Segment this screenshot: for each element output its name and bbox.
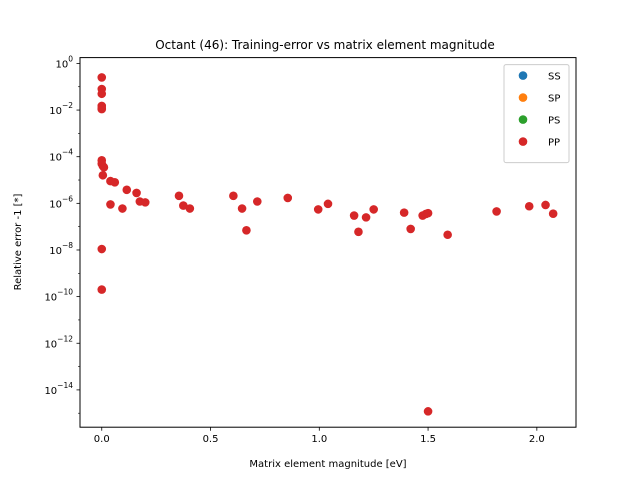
- data-point-pp: [492, 207, 501, 216]
- y-tick-label: 10−8: [49, 241, 73, 257]
- data-point-pp: [98, 170, 108, 180]
- data-point-pp: [122, 185, 132, 195]
- data-point-pp: [132, 188, 141, 198]
- chart-title: Octant (46): Training-error vs matrix el…: [155, 38, 495, 52]
- y-axis: 100 10−2 10−4 10−6 10−8 10−10 10−12 10−14: [44, 54, 80, 414]
- data-point-pp: [229, 191, 238, 201]
- data-point-pp: [97, 73, 107, 82]
- data-point-pp: [283, 193, 293, 203]
- data-point-pp: [99, 163, 109, 172]
- plot-area: [97, 73, 558, 416]
- y-tick-label: 10−10: [44, 288, 73, 304]
- data-point-pp: [185, 204, 195, 213]
- data-point-pp: [179, 201, 188, 210]
- x-tick-label: 2.0: [529, 434, 545, 445]
- legend-marker-sp: [518, 93, 528, 102]
- data-point-pp: [252, 197, 262, 206]
- y-tick-label: 10−4: [49, 148, 73, 164]
- y-tick-label: 10−14: [44, 381, 73, 397]
- data-point-pp: [369, 205, 378, 214]
- legend-label-ps: PS: [548, 116, 560, 127]
- data-point-pp: [349, 211, 359, 220]
- data-point-pp: [140, 198, 150, 207]
- data-point-pp: [323, 199, 333, 209]
- y-axis-label: Relative error -1 [*]: [13, 193, 24, 290]
- x-axis-label: Matrix element magnitude [eV]: [249, 459, 406, 470]
- axes-frame: [79, 57, 577, 428]
- x-tick-label: 1.0: [311, 434, 327, 445]
- data-point-pp: [541, 200, 550, 210]
- legend-label-sp: SP: [548, 94, 560, 105]
- data-point-pp: [106, 200, 115, 209]
- data-point-pp: [313, 205, 323, 214]
- data-point-pp: [423, 407, 433, 416]
- data-point-pp: [242, 225, 251, 235]
- data-point-pp: [406, 224, 415, 234]
- data-point-pp: [524, 201, 534, 211]
- data-point-pp: [548, 209, 558, 218]
- y-tick-label: 10−2: [49, 101, 73, 117]
- data-point-pp: [110, 177, 120, 187]
- legend-marker-pp: [518, 137, 528, 146]
- legend-marker-ss: [518, 71, 528, 80]
- legend-label-pp: PP: [548, 138, 560, 149]
- x-tick-label: 0.0: [94, 434, 110, 445]
- data-point-pp: [97, 89, 107, 99]
- data-point-pp: [361, 213, 371, 222]
- legend-label-ss: SS: [548, 72, 561, 83]
- data-point-pp: [399, 208, 409, 217]
- legend: SS SP PS PP: [503, 64, 570, 164]
- x-tick-label: 0.5: [203, 434, 219, 445]
- data-point-pp: [118, 204, 127, 213]
- legend-marker-ps: [518, 115, 528, 124]
- data-point-pp: [174, 191, 184, 201]
- x-axis: 0.0 0.5 1.0 1.5 2.0: [94, 427, 545, 445]
- data-point-pp: [354, 227, 363, 237]
- legend-box: [503, 64, 570, 164]
- data-point-pp: [97, 244, 107, 254]
- y-tick-label: 10−12: [44, 334, 73, 350]
- data-point-pp: [443, 230, 452, 240]
- data-point-pp: [97, 285, 107, 294]
- data-point-pp: [423, 208, 433, 218]
- data-point-pp: [97, 104, 107, 114]
- y-tick-label: 10−6: [49, 194, 73, 210]
- data-point-pp: [237, 204, 247, 213]
- y-tick-label: 100: [55, 54, 73, 70]
- x-tick-label: 1.5: [420, 434, 436, 445]
